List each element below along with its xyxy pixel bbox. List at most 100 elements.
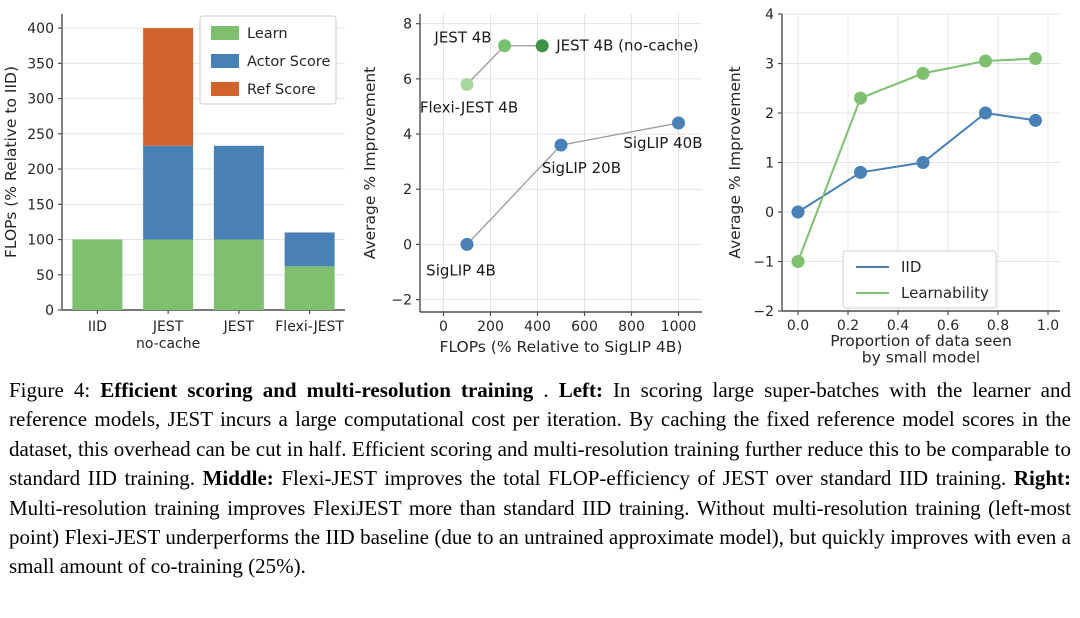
data-point: [672, 116, 685, 130]
point-label: JEST 4B (no-cache): [555, 37, 698, 55]
svg-text:1.0: 1.0: [1037, 318, 1059, 334]
svg-text:0.4: 0.4: [887, 318, 909, 334]
bar-segment: [143, 239, 194, 310]
svg-text:Flexi-JEST: Flexi-JEST: [275, 319, 344, 335]
svg-text:JEST: JEST: [223, 319, 255, 335]
svg-text:600: 600: [571, 319, 598, 335]
caption-text-segment: .: [533, 378, 559, 402]
svg-text:JEST: JEST: [152, 319, 184, 335]
data-point: [498, 39, 512, 53]
svg-text:Actor Score: Actor Score: [247, 54, 330, 70]
data-point: [791, 205, 805, 219]
axes: −2 −1 0 1 2 3 4 0.0 0.2 0.4 0.6 0.8 1.0 Average % Imp…: [726, 7, 1060, 366]
bar-segment: [213, 239, 264, 310]
svg-text:4: 4: [403, 127, 412, 143]
data-point: [460, 237, 474, 251]
svg-text:2: 2: [765, 106, 774, 122]
data-point: [979, 54, 992, 68]
caption-bold-segment: Left:: [558, 378, 603, 402]
svg-text:800: 800: [618, 319, 645, 335]
svg-text:1: 1: [765, 156, 774, 172]
svg-text:0.6: 0.6: [937, 318, 959, 334]
svg-text:200: 200: [27, 162, 54, 178]
flops-stacked-bar-chart: 0 50 100 150 200 250 300 350 400 FLOPs (% Relativ…: [0, 0, 360, 366]
caption-bold-segment: Efficient scoring and multi-resolution t…: [100, 378, 534, 402]
svg-text:IID: IID: [88, 319, 107, 335]
svg-text:0: 0: [45, 303, 54, 319]
bar-segment: [284, 232, 335, 267]
svg-text:100: 100: [27, 233, 54, 249]
svg-text:3: 3: [765, 57, 774, 73]
svg-text:Average % Improvement: Average % Improvement: [726, 66, 744, 259]
caption-bold-segment: Right:: [1013, 466, 1071, 491]
point-label: SigLIP 40B: [623, 134, 702, 152]
caption-bold-segment: Middle:: [202, 466, 274, 491]
bar-segment: [213, 145, 264, 240]
svg-text:FLOPs (% Relative to IID): FLOPs (% Relative to IID): [2, 66, 20, 258]
svg-text:0.2: 0.2: [837, 318, 859, 334]
gridlines: [420, 14, 702, 312]
data-point: [535, 39, 549, 53]
figure-caption: Figure 4: Efficient scoring and multi-re…: [9, 376, 1071, 582]
svg-text:by small model: by small model: [862, 349, 980, 367]
svg-text:−2: −2: [753, 304, 774, 320]
bar-segment: [143, 28, 194, 146]
svg-text:Learn: Learn: [247, 26, 288, 42]
svg-text:Ref Score: Ref Score: [247, 82, 316, 98]
svg-text:−1: −1: [753, 255, 774, 271]
bar-segment: [284, 266, 335, 310]
svg-text:6: 6: [403, 72, 412, 88]
bar-chart-svg: 0 50 100 150 200 250 300 350 400 FLOPs (% Relativ…: [2, 14, 345, 352]
caption-text-segment: Figure 4:: [9, 378, 101, 402]
data-point: [1029, 52, 1042, 66]
svg-text:IID: IID: [901, 258, 921, 276]
svg-text:0: 0: [403, 237, 412, 253]
legend: Learn Actor Score Ref Score: [199, 15, 337, 105]
legend: IID Learnability: [842, 250, 997, 309]
multi-resolution-line-chart: −2 −1 0 1 2 3 4 0.0 0.2 0.4 0.6 0.8 1.0 Average % Imp…: [720, 0, 1080, 366]
svg-text:0.0: 0.0: [787, 318, 809, 334]
svg-text:Average % Improvement: Average % Improvement: [361, 67, 379, 260]
charts-row: 0 50 100 150 200 250 300 350 400 FLOPs (% Relativ…: [0, 0, 1080, 366]
svg-text:no-cache: no-cache: [136, 336, 200, 352]
axes: −2 0 2 4 6 8 0 200 400 600 800 1000 Average % Improv…: [361, 14, 702, 356]
point-label: SigLIP 20B: [542, 159, 621, 177]
svg-text:4: 4: [765, 7, 774, 23]
svg-text:0.8: 0.8: [987, 318, 1009, 334]
line-series: [791, 52, 1042, 268]
svg-text:1000: 1000: [661, 319, 697, 335]
svg-text:Learnability: Learnability: [901, 284, 989, 302]
scatter-chart-svg: −2 0 2 4 6 8 0 200 400 600 800 1000 Average % Improv…: [361, 14, 703, 356]
svg-text:250: 250: [27, 127, 54, 143]
data-point: [1029, 113, 1042, 127]
svg-text:350: 350: [27, 56, 54, 72]
svg-text:200: 200: [477, 319, 504, 335]
caption-text-segment: Flexi-JEST improves the total FLOP-effic…: [273, 466, 1014, 491]
svg-text:FLOPs (% Relative to SigLIP 4B: FLOPs (% Relative to SigLIP 4B): [440, 338, 683, 356]
bar-segment: [72, 239, 123, 310]
caption-text-segment: Multi-resolution training improves Flexi…: [9, 495, 1071, 579]
svg-text:0: 0: [765, 205, 774, 221]
svg-text:50: 50: [36, 268, 54, 284]
caption-text-segment: In scoring large super-batches with the …: [9, 378, 1071, 491]
line-chart-svg: −2 −1 0 1 2 3 4 0.0 0.2 0.4 0.6 0.8 1.0 Average % Imp…: [726, 7, 1060, 366]
data-point: [916, 156, 930, 169]
svg-text:400: 400: [27, 21, 54, 37]
svg-text:400: 400: [524, 319, 551, 335]
data-point: [554, 138, 568, 152]
point-label: SigLIP 4B: [426, 261, 496, 279]
data-point: [854, 165, 867, 179]
stacked-bars: [72, 28, 335, 310]
scatter-series: Flexi-JEST 4B JEST 4B JEST 4B (no-cache): [420, 29, 699, 117]
svg-text:300: 300: [27, 92, 54, 108]
svg-text:Proportion of data seen: Proportion of data seen: [830, 332, 1012, 350]
data-point: [916, 66, 930, 80]
bar-segment: [143, 145, 194, 240]
data-point: [979, 106, 992, 120]
point-label: Flexi-JEST 4B: [420, 98, 518, 116]
svg-text:150: 150: [27, 197, 54, 213]
data-point: [854, 91, 867, 105]
svg-text:−2: −2: [391, 293, 412, 309]
